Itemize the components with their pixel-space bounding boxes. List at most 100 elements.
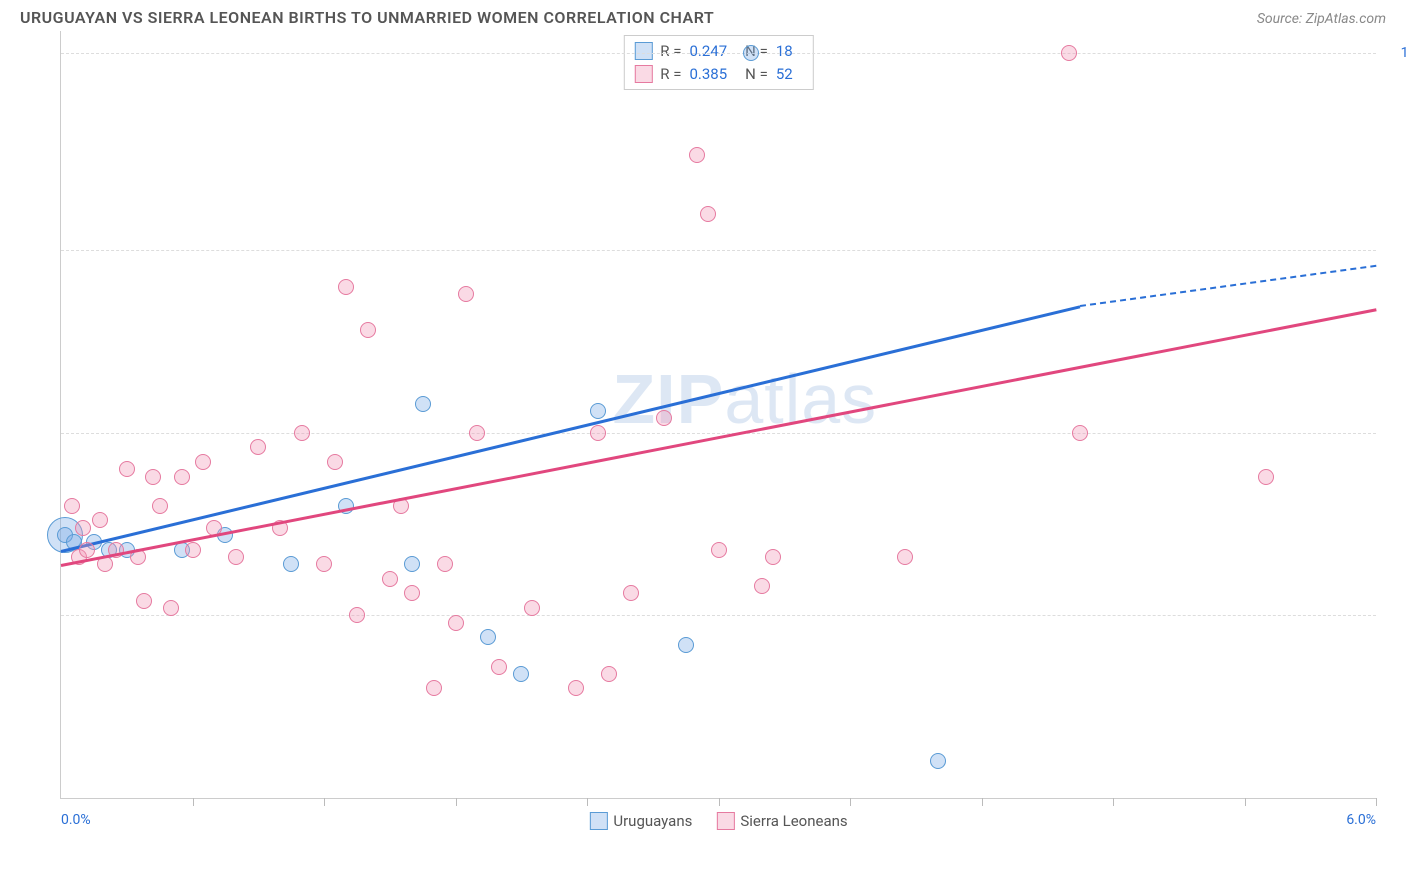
x-tick bbox=[587, 798, 588, 806]
legend-swatch bbox=[634, 65, 652, 83]
x-tick bbox=[982, 798, 983, 806]
scatter-point bbox=[689, 147, 705, 163]
gridline bbox=[61, 250, 1376, 251]
plot-area: ZIPatlas R =0.247N =18R =0.385N =52 0.0%… bbox=[60, 31, 1376, 799]
scatter-point bbox=[568, 680, 584, 696]
scatter-point bbox=[404, 556, 420, 572]
scatter-point bbox=[382, 571, 398, 587]
scatter-point bbox=[765, 549, 781, 565]
scatter-point bbox=[480, 629, 496, 645]
gridline bbox=[61, 53, 1376, 54]
scatter-point bbox=[437, 556, 453, 572]
scatter-point bbox=[700, 206, 716, 222]
scatter-point bbox=[469, 425, 485, 441]
scatter-point bbox=[754, 578, 770, 594]
legend-swatch bbox=[589, 812, 607, 830]
chart-container: Births to Unmarried Women ZIPatlas R =0.… bbox=[20, 31, 1386, 799]
scatter-point bbox=[349, 607, 365, 623]
y-tick-label: 75.0% bbox=[1386, 242, 1406, 258]
scatter-point bbox=[360, 322, 376, 338]
legend-item: Uruguayans bbox=[589, 812, 692, 830]
scatter-point bbox=[623, 585, 639, 601]
gridline bbox=[61, 615, 1376, 616]
scatter-point bbox=[1072, 425, 1088, 441]
scatter-point bbox=[294, 425, 310, 441]
scatter-point bbox=[404, 585, 420, 601]
scatter-point bbox=[711, 542, 727, 558]
scatter-point bbox=[145, 469, 161, 485]
stat-r-value: 0.385 bbox=[689, 63, 727, 86]
scatter-point bbox=[283, 556, 299, 572]
x-tick bbox=[1245, 798, 1246, 806]
x-tick bbox=[719, 798, 720, 806]
trend-line bbox=[61, 305, 1081, 553]
y-tick-label: 100.0% bbox=[1386, 45, 1406, 61]
legend-swatch bbox=[716, 812, 734, 830]
x-tick bbox=[1113, 798, 1114, 806]
scatter-point bbox=[1258, 469, 1274, 485]
scatter-point bbox=[64, 498, 80, 514]
scatter-point bbox=[79, 542, 95, 558]
legend-swatch bbox=[634, 42, 652, 60]
scatter-point bbox=[185, 542, 201, 558]
scatter-point bbox=[228, 549, 244, 565]
x-tick bbox=[324, 798, 325, 806]
scatter-point bbox=[152, 498, 168, 514]
trend-line bbox=[1080, 265, 1376, 307]
scatter-point bbox=[678, 637, 694, 653]
trend-line bbox=[61, 309, 1377, 568]
scatter-point bbox=[448, 615, 464, 631]
stats-row: R = 0.385 N = 52 bbox=[634, 63, 802, 86]
scatter-point bbox=[174, 469, 190, 485]
series-legend: Uruguayans Sierra Leoneans bbox=[589, 812, 847, 830]
legend-label: Uruguayans bbox=[613, 812, 692, 830]
scatter-point bbox=[524, 600, 540, 616]
chart-source: Source: ZipAtlas.com bbox=[1257, 11, 1386, 27]
scatter-point bbox=[590, 425, 606, 441]
scatter-point bbox=[250, 439, 266, 455]
scatter-point bbox=[119, 461, 135, 477]
scatter-point bbox=[327, 454, 343, 470]
scatter-point bbox=[163, 600, 179, 616]
scatter-point bbox=[426, 680, 442, 696]
scatter-point bbox=[656, 410, 672, 426]
stat-n-value: 18 bbox=[776, 40, 793, 63]
scatter-point bbox=[590, 403, 606, 419]
y-tick-label: 50.0% bbox=[1386, 425, 1406, 441]
scatter-point bbox=[743, 45, 759, 61]
x-tick bbox=[1376, 798, 1377, 806]
stat-n-value: 52 bbox=[776, 63, 793, 86]
scatter-point bbox=[316, 556, 332, 572]
legend-label: Sierra Leoneans bbox=[740, 812, 847, 830]
x-tick bbox=[456, 798, 457, 806]
stat-r-label: R = bbox=[660, 63, 681, 86]
scatter-point bbox=[415, 396, 431, 412]
x-tick bbox=[850, 798, 851, 806]
scatter-point bbox=[897, 549, 913, 565]
chart-title: URUGUAYAN VS SIERRA LEONEAN BIRTHS TO UN… bbox=[20, 8, 714, 27]
scatter-point bbox=[601, 666, 617, 682]
stat-r-label: R = bbox=[660, 40, 681, 63]
scatter-point bbox=[338, 279, 354, 295]
scatter-point bbox=[513, 666, 529, 682]
stat-r-value: 0.247 bbox=[689, 40, 727, 63]
scatter-point bbox=[75, 520, 91, 536]
scatter-point bbox=[195, 454, 211, 470]
chart-header: URUGUAYAN VS SIERRA LEONEAN BIRTHS TO UN… bbox=[0, 0, 1406, 31]
scatter-point bbox=[92, 512, 108, 528]
scatter-point bbox=[930, 753, 946, 769]
y-tick-label: 25.0% bbox=[1386, 607, 1406, 623]
x-tick bbox=[193, 798, 194, 806]
legend-item: Sierra Leoneans bbox=[716, 812, 847, 830]
stats-row: R =0.247N =18 bbox=[634, 40, 802, 63]
watermark: ZIPatlas bbox=[612, 359, 877, 439]
x-axis-min-label: 0.0% bbox=[61, 812, 91, 828]
scatter-point bbox=[458, 286, 474, 302]
scatter-point bbox=[1061, 45, 1077, 61]
scatter-point bbox=[491, 659, 507, 675]
stat-n-label: N = bbox=[745, 63, 768, 86]
y-axis-title: Births to Unmarried Women bbox=[0, 323, 1, 507]
correlation-stats-box: R = 0.247 N = 18R = 0.385 N = 52 bbox=[623, 35, 813, 90]
gridline bbox=[61, 433, 1376, 434]
x-axis-max-label: 6.0% bbox=[1346, 812, 1376, 828]
